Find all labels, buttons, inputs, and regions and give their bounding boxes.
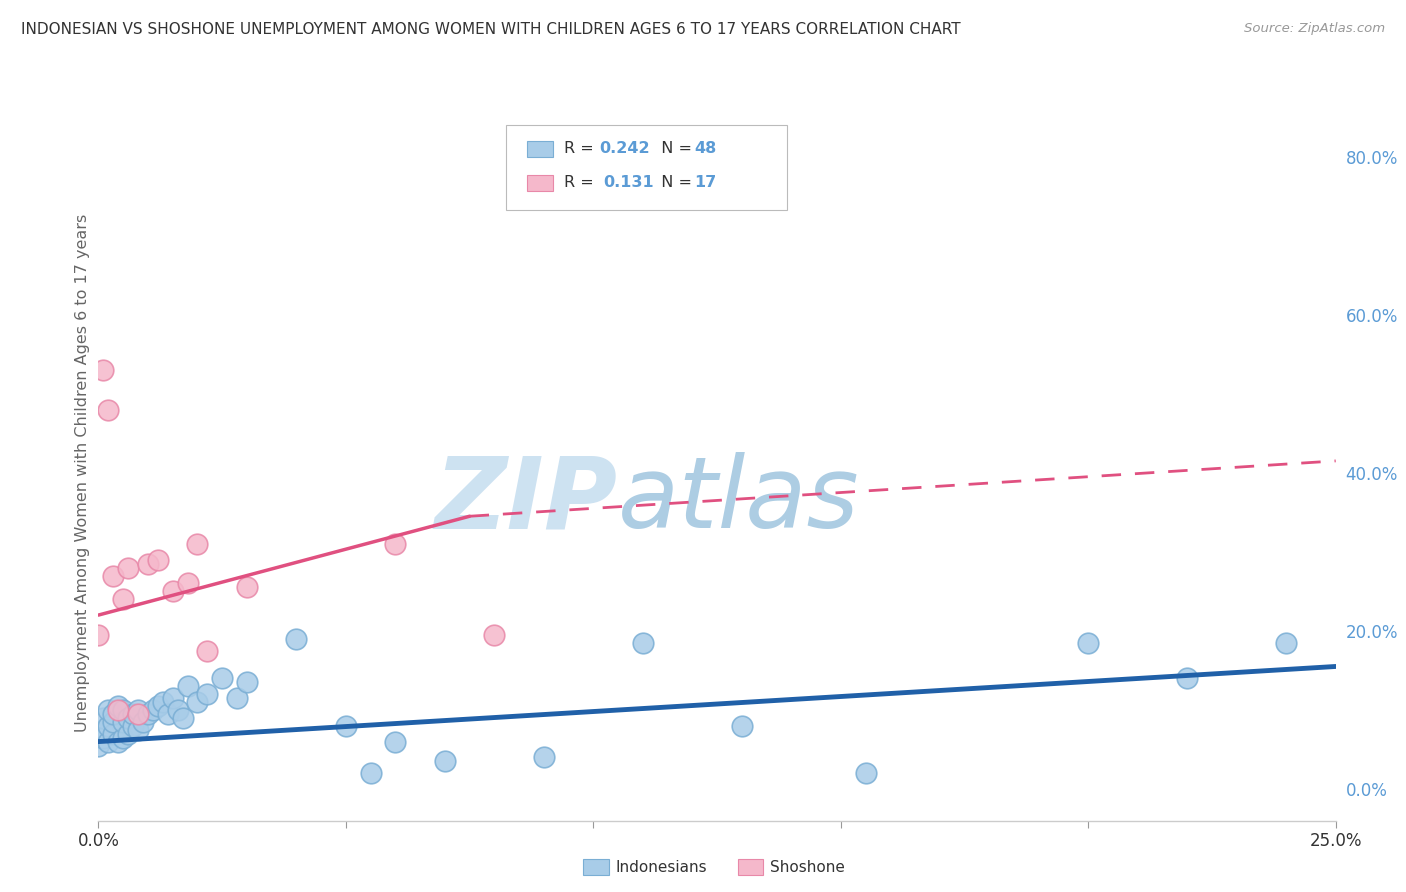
Point [103, 726, 125, 740]
Point [162, 691, 184, 706]
Point [97, 703, 120, 717]
Point [127, 723, 149, 737]
Point [136, 557, 159, 571]
Point [117, 560, 139, 574]
Point [107, 703, 129, 717]
Point [533, 750, 555, 764]
Point [195, 687, 218, 701]
Point [93, 723, 115, 737]
Point [484, 628, 506, 642]
Point [162, 584, 184, 599]
Point [107, 698, 129, 713]
Point [132, 714, 155, 729]
Point [87, 628, 110, 642]
Point [122, 706, 145, 721]
Point [236, 581, 259, 595]
Point [136, 706, 159, 721]
Point [103, 568, 125, 582]
Point [97, 734, 120, 748]
Point [236, 675, 259, 690]
Text: 0.242: 0.242 [599, 142, 650, 156]
Point [433, 755, 456, 769]
Text: 17: 17 [695, 176, 717, 190]
Point [1275, 636, 1298, 650]
Point [146, 698, 169, 713]
Point [166, 703, 188, 717]
Text: R =: R = [564, 142, 599, 156]
Point [97, 402, 120, 417]
Text: R =: R = [564, 176, 603, 190]
Point [211, 671, 233, 685]
Point [93, 731, 115, 745]
Text: 48: 48 [695, 142, 717, 156]
Point [285, 632, 308, 646]
Point [127, 706, 149, 721]
Text: Indonesians: Indonesians [616, 860, 707, 874]
Point [226, 691, 249, 706]
Point [103, 714, 125, 729]
Point [117, 711, 139, 725]
Point [146, 552, 169, 567]
Point [112, 731, 135, 745]
Point [1175, 671, 1198, 685]
Text: 0.131: 0.131 [603, 176, 654, 190]
Point [156, 706, 179, 721]
Text: INDONESIAN VS SHOSHONE UNEMPLOYMENT AMONG WOMEN WITH CHILDREN AGES 6 TO 17 YEARS: INDONESIAN VS SHOSHONE UNEMPLOYMENT AMON… [21, 22, 960, 37]
Point [1077, 636, 1099, 650]
Text: N =: N = [651, 176, 697, 190]
Point [97, 719, 120, 733]
Point [152, 695, 174, 709]
Point [112, 714, 135, 729]
Point [186, 695, 208, 709]
Text: atlas: atlas [619, 452, 859, 549]
Point [93, 711, 115, 725]
Text: Source: ZipAtlas.com: Source: ZipAtlas.com [1244, 22, 1385, 36]
Point [360, 766, 382, 780]
Point [631, 636, 654, 650]
Point [731, 719, 754, 733]
Point [127, 703, 149, 717]
Text: ZIP: ZIP [434, 452, 619, 549]
Y-axis label: Unemployment Among Women with Children Ages 6 to 17 years: Unemployment Among Women with Children A… [75, 214, 90, 731]
Point [122, 719, 145, 733]
Point [335, 719, 357, 733]
Point [176, 576, 198, 591]
Point [142, 703, 165, 717]
Point [176, 679, 198, 693]
Point [87, 739, 110, 753]
Point [186, 537, 208, 551]
Point [107, 734, 129, 748]
Point [384, 537, 406, 551]
Point [93, 363, 115, 377]
Point [103, 706, 125, 721]
Point [112, 703, 135, 717]
Point [855, 766, 877, 780]
Point [384, 734, 406, 748]
Point [195, 643, 218, 657]
Point [172, 711, 194, 725]
Text: N =: N = [651, 142, 697, 156]
Point [117, 726, 139, 740]
Point [112, 592, 135, 607]
Text: Shoshone: Shoshone [770, 860, 845, 874]
